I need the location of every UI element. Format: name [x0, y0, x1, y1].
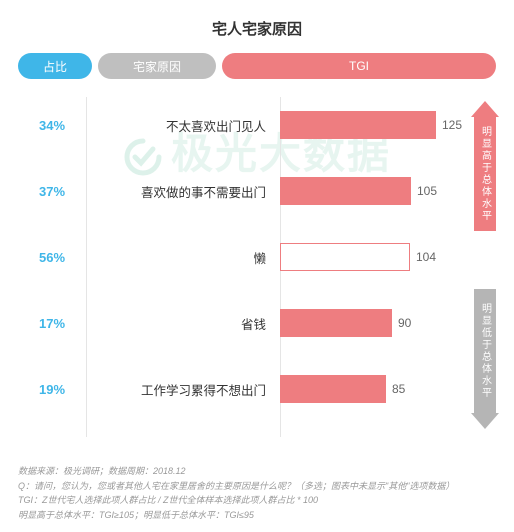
chart-row: 17%省钱 90	[18, 303, 496, 343]
tab-1[interactable]: 宅家原因	[98, 53, 216, 79]
tab-0[interactable]: 占比	[18, 53, 92, 79]
tgi-value: 105	[417, 184, 437, 198]
tgi-value: 85	[392, 382, 405, 396]
footer-notes: 数据来源：极光调研；数据周期：2018.12 Q：请问，您认为，您或者其他人宅在…	[18, 464, 496, 522]
bar	[280, 309, 392, 337]
footer-line: TGI：Z世代宅人选择此项人群占比 / Z世代全体样本选择此项人群占比 * 10…	[18, 493, 496, 507]
pct-value: 56%	[18, 250, 86, 265]
footer-line: 明显高于总体水平：TGI≥105；明显低于总体水平：TGI≤95	[18, 508, 496, 522]
pct-value: 34%	[18, 118, 86, 133]
tabs: 占比宅家原因TGI	[18, 53, 496, 79]
tgi-value: 104	[416, 250, 436, 264]
chart-row: 19%工作学习累得不想出门 85	[18, 369, 496, 409]
chart-area: 明显高于总体水平 明显低于总体水平 34%不太喜欢出门见人12537%喜欢做的事…	[18, 97, 496, 437]
bar	[280, 177, 411, 205]
bar	[280, 243, 410, 271]
row-label: 喜欢做的事不需要出门	[86, 182, 280, 201]
tab-2[interactable]: TGI	[222, 53, 496, 79]
row-label: 懒	[86, 248, 280, 267]
chart-row: 56%懒 104	[18, 237, 496, 277]
row-label: 省钱	[86, 314, 280, 333]
chart-row: 37%喜欢做的事不需要出门 105	[18, 171, 496, 211]
bar-track: 85	[280, 375, 496, 403]
bar-track: 104	[280, 243, 496, 271]
footer-line: 数据来源：极光调研；数据周期：2018.12	[18, 464, 496, 478]
bar	[280, 111, 436, 139]
pct-value: 37%	[18, 184, 86, 199]
tgi-value: 90	[398, 316, 411, 330]
bar	[280, 375, 386, 403]
bar-track: 90	[280, 309, 496, 337]
tgi-value: 125	[442, 118, 462, 132]
pct-value: 17%	[18, 316, 86, 331]
bar-track: 105	[280, 177, 496, 205]
pct-value: 19%	[18, 382, 86, 397]
row-label: 工作学习累得不想出门	[86, 380, 280, 399]
chart-title: 宅人宅家原因	[18, 18, 496, 39]
row-label: 不太喜欢出门见人	[86, 116, 280, 135]
footer-line: Q：请问，您认为，您或者其他人宅在家里居舍的主要原因是什么呢？（多选；图表中未显…	[18, 479, 496, 493]
chart-row: 34%不太喜欢出门见人 125	[18, 105, 496, 145]
chevron-down-icon	[471, 413, 499, 429]
bar-track: 125	[280, 111, 496, 139]
